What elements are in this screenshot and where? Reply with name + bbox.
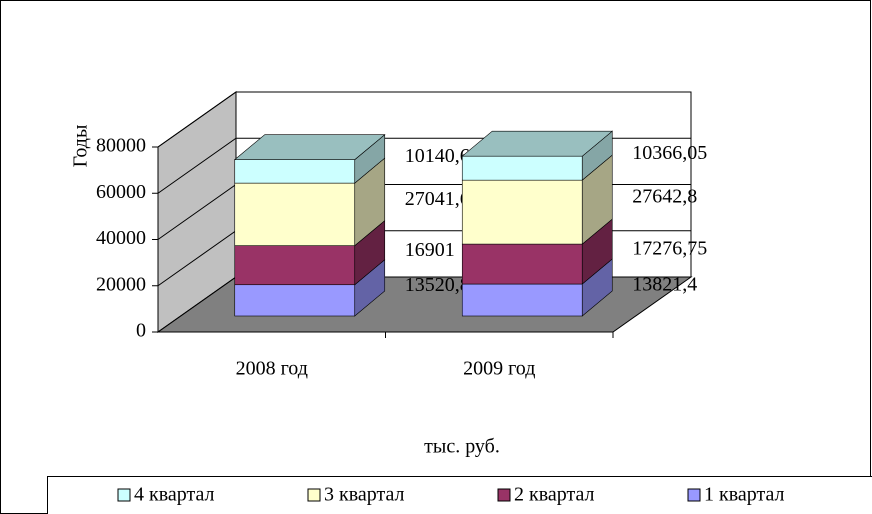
x-axis-label: тыс. руб. bbox=[424, 436, 500, 458]
value-label: 16901 bbox=[405, 239, 455, 261]
legend-label: 3 квартал bbox=[324, 484, 405, 506]
bar-segment bbox=[234, 284, 356, 317]
legend-label: 2 квартал bbox=[514, 484, 595, 506]
y-tick-label: 40000 bbox=[96, 227, 146, 249]
legend-label: 1 квартал bbox=[704, 484, 785, 506]
bar-top bbox=[461, 130, 614, 157]
value-label: 27642,8 bbox=[632, 186, 697, 208]
legend-swatch bbox=[307, 488, 321, 502]
bar-segment bbox=[234, 245, 356, 286]
x-tick-label: 2009 год bbox=[463, 358, 535, 380]
legend-label: 4 квартал bbox=[134, 484, 215, 506]
bar-segment bbox=[234, 159, 356, 184]
value-label: 10140,6 bbox=[405, 145, 470, 167]
y-tick-label: 0 bbox=[136, 320, 146, 342]
bar-top bbox=[233, 134, 386, 160]
value-label: 13520,8 bbox=[405, 274, 470, 296]
y-tick-label: 80000 bbox=[96, 135, 146, 157]
y-tick-label: 20000 bbox=[96, 273, 146, 295]
value-label: 17276,75 bbox=[632, 238, 707, 260]
x-tick-label: 2008 год bbox=[236, 358, 308, 380]
value-label: 10366,05 bbox=[632, 142, 707, 164]
legend-swatch bbox=[497, 488, 511, 502]
bar-segment bbox=[461, 283, 583, 317]
legend-box bbox=[47, 476, 872, 514]
value-label: 27041,6 bbox=[405, 188, 470, 210]
legend-swatch bbox=[687, 488, 701, 502]
bar-segment bbox=[234, 182, 356, 246]
bar-segment bbox=[461, 179, 583, 245]
y-axis-label: Годы bbox=[70, 125, 92, 168]
legend-swatch bbox=[117, 488, 131, 502]
y-tick-label: 60000 bbox=[96, 181, 146, 203]
bar-segment bbox=[461, 155, 583, 181]
grid-line bbox=[157, 91, 691, 148]
bar-segment bbox=[461, 243, 583, 285]
value-label: 13821,4 bbox=[632, 274, 697, 296]
